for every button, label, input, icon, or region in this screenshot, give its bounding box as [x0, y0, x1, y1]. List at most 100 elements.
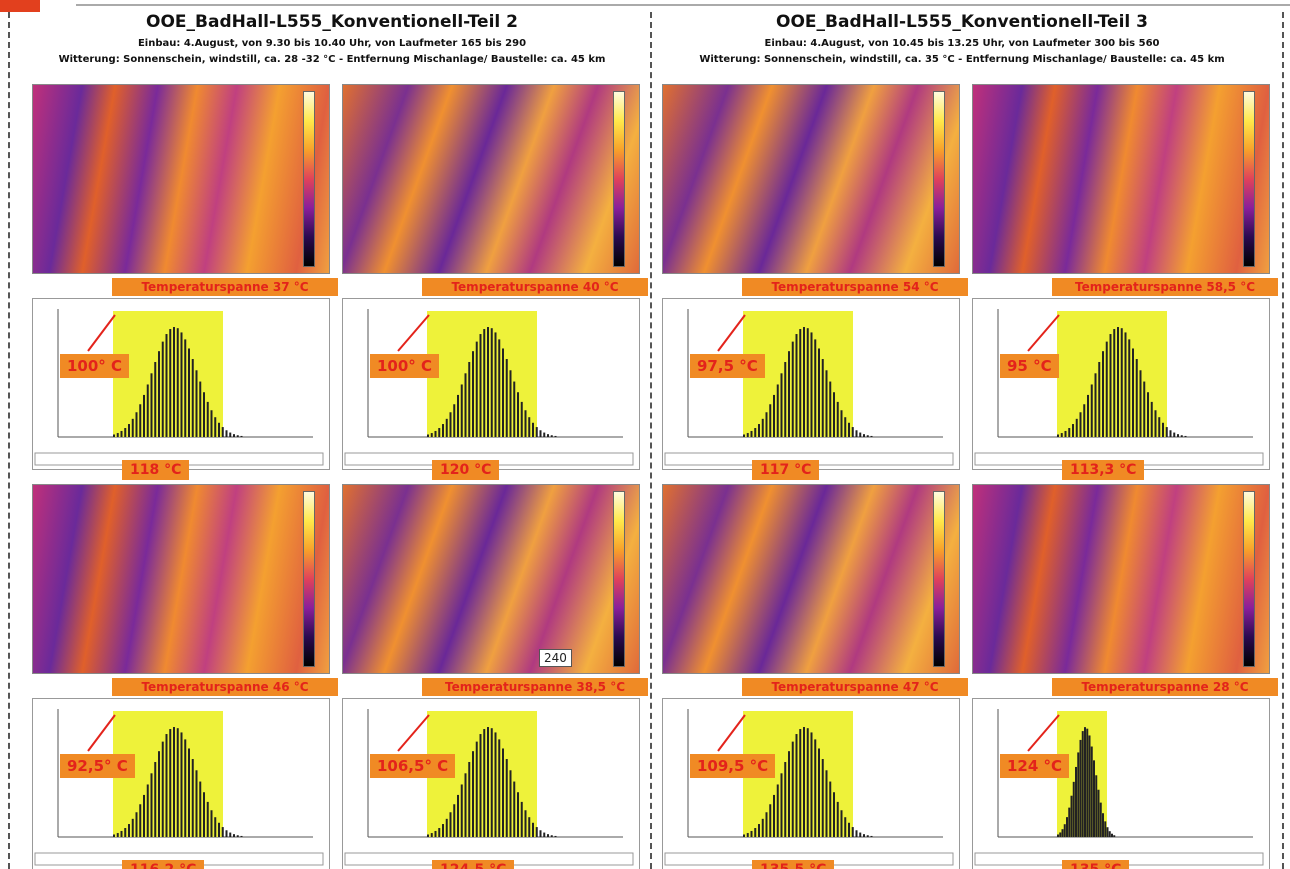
histogram-shape	[851, 427, 854, 437]
temperature-span: Temperaturspanne 28 °C	[1052, 678, 1278, 696]
histogram	[32, 298, 330, 470]
histogram-shape	[532, 422, 534, 437]
histogram-shape	[799, 729, 802, 837]
histogram-shape	[457, 794, 459, 837]
histogram-shape	[120, 430, 123, 437]
histogram-shape	[113, 434, 115, 437]
histogram-shape	[1027, 714, 1060, 752]
histogram-shape	[150, 373, 153, 437]
histogram-shape	[240, 435, 243, 437]
section-info: Einbau: 4.August, von 9.30 bis 10.40 Uhr…	[137, 38, 527, 49]
color-scale	[613, 91, 625, 267]
histogram-shape	[434, 830, 437, 837]
histogram-shape	[1075, 766, 1077, 837]
histogram-shape	[143, 794, 145, 837]
image-overlay-text: 240	[539, 649, 572, 667]
histogram-shape	[87, 714, 116, 752]
histogram-shape	[1081, 731, 1084, 837]
histogram-shape	[791, 341, 794, 437]
histogram-shape	[825, 770, 828, 837]
histogram-shape	[158, 751, 160, 837]
peak-temperature: 118 °C	[122, 460, 190, 480]
histogram-shape	[218, 822, 220, 837]
histogram-shape	[851, 827, 854, 837]
histogram-shape	[483, 729, 486, 837]
histogram-shape	[840, 810, 843, 837]
thermal-image	[662, 484, 960, 674]
histogram-shape	[543, 432, 546, 437]
histogram-shape	[1086, 728, 1089, 837]
histogram-shape	[158, 351, 160, 437]
histogram-shape	[169, 729, 172, 837]
histogram-shape	[1099, 802, 1102, 837]
histogram-shape	[195, 370, 198, 437]
histogram-shape	[1177, 434, 1179, 437]
top-rule	[76, 4, 1290, 6]
histogram-plot	[34, 309, 324, 466]
histogram-shape	[427, 311, 537, 437]
histogram-shape	[124, 428, 127, 437]
histogram-shape	[806, 328, 809, 437]
histogram-shape	[754, 428, 757, 437]
histogram-shape	[199, 381, 202, 437]
histogram-shape	[161, 741, 164, 837]
thermal-image	[32, 484, 330, 674]
histogram-shape	[870, 435, 873, 437]
histogram-shape	[528, 417, 531, 437]
histogram-shape	[535, 427, 538, 437]
histogram	[342, 698, 640, 869]
histogram-shape	[870, 835, 873, 837]
histogram-shape	[487, 727, 489, 837]
section-info: Witterung: Sonnenschein, windstill, ca. …	[58, 54, 606, 65]
histogram-shape	[1027, 314, 1060, 352]
histogram-shape	[750, 830, 753, 837]
histogram-shape	[1102, 351, 1104, 437]
histogram-shape	[517, 792, 519, 837]
histogram-plot	[664, 309, 954, 466]
peak-temperature: 135,5 °C	[752, 860, 835, 869]
histogram-shape	[848, 422, 850, 437]
histogram-shape	[502, 748, 504, 837]
histogram-shape	[1087, 394, 1089, 437]
histogram-shape	[520, 401, 523, 437]
histogram-shape	[143, 394, 145, 437]
histogram-shape	[135, 412, 138, 437]
histogram-shape	[814, 339, 817, 437]
histogram-shape	[188, 748, 190, 837]
histogram-shape	[799, 329, 802, 437]
histogram-shape	[754, 828, 757, 837]
histogram-shape	[1064, 430, 1067, 437]
histogram-shape	[844, 417, 847, 437]
histogram-shape	[139, 404, 142, 437]
histogram-shape	[1124, 332, 1127, 437]
histogram-shape	[427, 834, 429, 837]
temperature-span: Temperaturspanne 46 °C	[112, 678, 338, 696]
histogram-shape	[1120, 328, 1123, 437]
histogram-shape	[1173, 432, 1176, 437]
histogram-shape	[184, 339, 187, 437]
histogram-shape	[758, 424, 760, 437]
histogram-shape	[169, 329, 172, 437]
histogram-shape	[769, 404, 772, 437]
histogram-shape	[743, 434, 745, 437]
histogram-shape	[449, 812, 452, 837]
histogram-shape	[472, 351, 474, 437]
histogram-shape	[173, 727, 175, 837]
histogram-shape	[453, 404, 456, 437]
histogram-shape	[479, 734, 482, 837]
histogram-shape	[509, 370, 512, 437]
histogram-plot	[344, 709, 634, 866]
temperature-span: Temperaturspanne 47 °C	[742, 678, 968, 696]
histogram-shape	[780, 373, 783, 437]
histogram-shape	[165, 734, 168, 837]
histogram-shape	[1066, 817, 1068, 837]
histogram-shape	[434, 430, 437, 437]
histogram-shape	[825, 370, 828, 437]
histogram-shape	[788, 351, 790, 437]
min-temperature: 97,5 °C	[690, 354, 765, 378]
histogram-shape	[776, 384, 779, 437]
histogram-shape	[460, 384, 463, 437]
histogram-shape	[776, 784, 779, 837]
histogram-shape	[859, 432, 862, 437]
